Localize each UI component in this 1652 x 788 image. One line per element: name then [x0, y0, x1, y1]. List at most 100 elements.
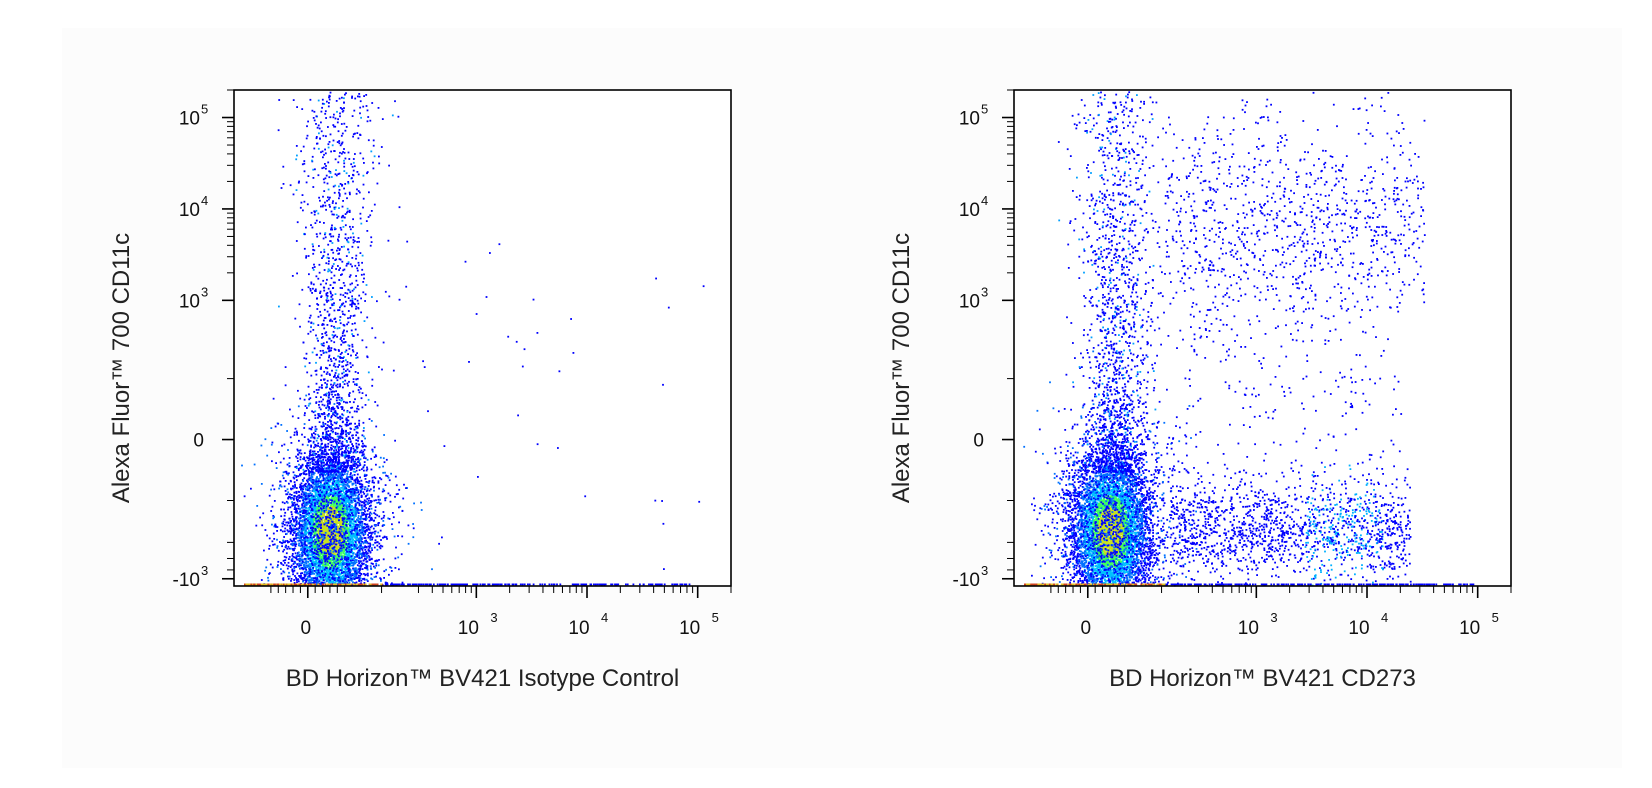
- event-dot-halo: [397, 535, 399, 537]
- event-dot-main: [346, 496, 348, 499]
- event-dot-main: [307, 496, 309, 499]
- event-dot-main: [334, 569, 337, 572]
- event-dot-main: [352, 563, 355, 566]
- event-dot-main: [347, 498, 350, 500]
- event-dot-main: [355, 463, 358, 466]
- event-dot-main: [366, 489, 369, 491]
- event-dot-main: [336, 538, 339, 541]
- event-dot-main: [346, 537, 349, 540]
- event-dot-main: [312, 505, 315, 508]
- event-dot-main: [321, 572, 323, 574]
- event-dot-halo: [305, 518, 308, 520]
- event-dot-halo: [356, 427, 359, 429]
- event-dot-main: [312, 561, 315, 564]
- event-dot-main: [380, 539, 382, 541]
- event-dot-main: [352, 463, 355, 466]
- event-dot-main: [317, 468, 320, 471]
- event-dot-halo: [367, 545, 370, 548]
- event-dot-main: [317, 451, 319, 453]
- event-dot-main: [324, 578, 327, 581]
- event-dot-main: [350, 472, 352, 474]
- event-dot-main: [359, 524, 362, 526]
- event-dot-main: [296, 496, 298, 498]
- event-dot-main: [335, 523, 338, 526]
- event-dot-main: [298, 560, 301, 562]
- event-dot-halo: [355, 469, 358, 472]
- event-dot-main: [354, 537, 357, 539]
- event-dot-main: [347, 504, 350, 507]
- event-dot-halo: [309, 573, 311, 576]
- event-dot-main: [355, 559, 358, 561]
- event-dot-main: [331, 538, 334, 541]
- event-dot-main: [378, 515, 381, 518]
- event-dot-main: [346, 526, 349, 529]
- event-dot-main: [335, 580, 338, 583]
- event-dot-main: [346, 530, 349, 533]
- event-dot-main: [348, 555, 350, 558]
- event-dot-main: [320, 443, 323, 445]
- event-dot-main: [344, 522, 347, 525]
- event-dot-main: [348, 512, 350, 515]
- event-dot-main: [318, 568, 321, 571]
- event-dot-main: [379, 577, 382, 580]
- event-dot-main: [351, 537, 353, 539]
- event-dot-main: [321, 525, 324, 528]
- event-dot-main: [321, 519, 324, 521]
- event-dot-main: [307, 516, 309, 519]
- event-dot-main: [357, 571, 360, 574]
- event-dot-main: [330, 505, 332, 507]
- event-dot-main: [352, 574, 354, 576]
- event-dot-halo: [374, 541, 376, 544]
- event-dot-main: [287, 522, 290, 525]
- event-dot-main: [336, 555, 339, 557]
- event-dot-main: [300, 559, 303, 561]
- event-dot-main: [305, 530, 307, 533]
- event-dot-main: [307, 500, 310, 503]
- event-dot-main: [319, 514, 322, 517]
- event-dot-main: [345, 520, 348, 522]
- event-dot-main: [362, 453, 365, 456]
- event-dot-main: [301, 520, 304, 523]
- event-dot-main: [319, 476, 322, 479]
- event-dot-main: [288, 547, 291, 550]
- event-dot-main: [322, 524, 324, 526]
- event-dot-main: [301, 523, 304, 526]
- event-dot-main: [349, 579, 352, 581]
- event-dot-main: [322, 476, 325, 479]
- event-dot-main: [367, 525, 370, 528]
- event-dot-halo: [317, 546, 320, 548]
- event-dot-main: [332, 473, 335, 476]
- event-dot-main: [360, 517, 362, 520]
- event-dot-main: [317, 542, 320, 545]
- event-dot-main: [296, 479, 298, 482]
- event-dot-main: [337, 542, 340, 545]
- event-dot-main: [357, 494, 360, 497]
- event-dot-main: [287, 545, 290, 548]
- event-dot-main: [342, 548, 345, 550]
- event-dot-main: [289, 496, 291, 499]
- event-dot-main: [306, 551, 309, 554]
- event-dot-main: [347, 452, 350, 455]
- event-dot-halo: [345, 514, 348, 517]
- event-dot-main: [321, 497, 323, 499]
- event-dot-main: [309, 452, 311, 455]
- event-dot-main: [360, 512, 363, 514]
- event-dot-main: [360, 553, 362, 556]
- event-dot-main: [324, 540, 326, 543]
- event-dot-main: [299, 553, 301, 556]
- event-dot-main: [302, 535, 305, 538]
- event-dot-halo: [359, 529, 361, 532]
- event-dot-main: [321, 568, 324, 571]
- event-dot-halo: [304, 553, 307, 555]
- event-dot-main: [310, 511, 312, 514]
- event-dot-main: [332, 488, 335, 491]
- event-dot-main: [317, 511, 320, 514]
- event-dot-main: [311, 557, 313, 560]
- event-dot-main: [365, 507, 367, 509]
- event-dot-main: [328, 524, 331, 527]
- event-dot-main: [301, 510, 303, 513]
- event-dot-main: [332, 475, 334, 478]
- event-dot-halo: [358, 548, 361, 551]
- event-dot-main: [326, 527, 329, 530]
- event-dot-main: [341, 537, 344, 540]
